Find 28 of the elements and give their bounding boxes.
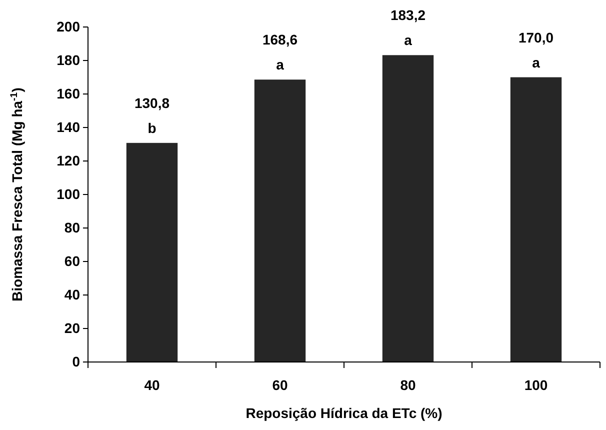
annotation: b <box>148 120 156 136</box>
bar <box>510 77 562 362</box>
y-tick-label: 0 <box>72 353 80 370</box>
data-label: 170,0 <box>518 29 554 46</box>
y-tick-label: 80 <box>64 219 80 236</box>
y-tick-label: 40 <box>64 286 80 302</box>
x-axis-title: Reposição Hídrica da ETc (%) <box>246 405 442 421</box>
bar <box>382 55 434 362</box>
data-label: 183,2 <box>390 7 426 24</box>
y-tick-label: 180 <box>56 52 80 68</box>
annotation: a <box>276 56 284 73</box>
x-tick-label: 80 <box>400 377 416 393</box>
y-tick-label: 60 <box>64 252 80 269</box>
x-tick-label: 60 <box>272 377 288 393</box>
y-tick-label: 140 <box>56 118 80 135</box>
data-label: 168,6 <box>262 32 298 48</box>
bar <box>254 80 306 362</box>
annotation: a <box>532 54 540 70</box>
x-tick-label: 40 <box>144 377 160 393</box>
x-tick-label: 100 <box>524 377 548 393</box>
y-tick-label: 160 <box>56 85 80 102</box>
annotation: a <box>404 32 412 48</box>
data-label: 130,8 <box>134 94 170 111</box>
bar <box>126 142 178 362</box>
y-tick-label: 20 <box>64 320 80 336</box>
y-tick-label: 100 <box>56 186 80 202</box>
y-tick-label: 200 <box>56 18 80 34</box>
y-tick-label: 120 <box>56 152 80 168</box>
